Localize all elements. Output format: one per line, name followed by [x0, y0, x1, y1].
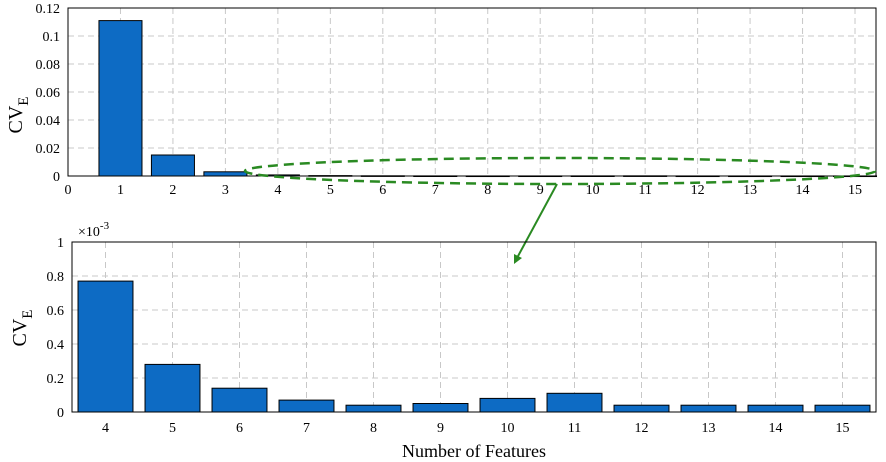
top-bar-1 [98, 20, 143, 177]
bottom-x-tick-label: 14 [769, 421, 783, 436]
bottom-x-tick-label: 5 [169, 421, 176, 436]
top-y-tick-label: 0.1 [43, 30, 61, 45]
bottom-y-tick-label: 0.6 [47, 304, 65, 319]
bottom-y-label-main: CV [9, 318, 31, 346]
top-x-tick-label: 14 [796, 183, 810, 198]
top-y-tick-label: 0.08 [36, 58, 61, 73]
bottom-x-tick-label: 9 [437, 421, 444, 436]
bottom-y-tick-label: 0.4 [47, 338, 65, 353]
top-x-tick-label: 8 [484, 183, 491, 198]
bottom-x-tick-label: 4 [102, 421, 109, 436]
bottom-x-tick-label: 6 [236, 421, 243, 436]
top-x-tick-label: 13 [743, 183, 757, 198]
bottom-bar-6 [211, 387, 268, 413]
top-y-tick-label: 0.06 [36, 86, 61, 101]
top-x-tick-label: 6 [379, 183, 386, 198]
bottom-bar-13 [680, 404, 737, 413]
bottom-bar-4 [77, 280, 134, 413]
top-grid [67, 7, 876, 177]
bottom-y-label-sub: E [20, 310, 36, 319]
bottom-x-tick-label: 12 [635, 421, 649, 436]
top-x-tick-label: 1 [117, 183, 124, 198]
bottom-plot-frame [71, 241, 877, 413]
bottom-bar-9 [412, 403, 469, 413]
top-y-tick-label: 0 [53, 170, 60, 185]
top-y-tick-label: 0.02 [36, 142, 61, 157]
top-y-label-main: CV [5, 105, 27, 133]
bottom-x-tick-label: 8 [370, 421, 377, 436]
bottom-bar-7 [278, 399, 335, 413]
top-tick-labels: 0 1 2 3 4 5 6 7 8 9 10 11 12 13 14 1500.020.040.060.080… [36, 2, 863, 198]
top-x-tick-label: 12 [691, 183, 705, 198]
bottom-x-tick-label: 11 [568, 421, 581, 436]
bottom-tick-labels: 4 5 6 7 8 9 10 11 12 13 14 15 0 0.2 0.4 0.6 0.8 1 [47, 236, 850, 436]
bottom-bar-15 [814, 404, 871, 413]
zoom-ellipse [243, 156, 877, 186]
bottom-bar-14 [747, 404, 804, 413]
top-x-tick-label: 2 [169, 183, 176, 198]
top-x-tick-label: 10 [586, 183, 600, 198]
top-y-tick-label: 0.04 [36, 114, 61, 129]
bottom-bar-11 [546, 392, 603, 413]
bottom-x-tick-label: 10 [501, 421, 515, 436]
bottom-bars [77, 280, 871, 413]
bottom-y-exponent: ×10-3 [78, 220, 110, 240]
bottom-bar-10 [479, 397, 536, 413]
exponent-base: ×10 [78, 225, 100, 240]
top-bar-2 [150, 154, 195, 177]
bottom-x-tick-label: 13 [702, 421, 716, 436]
top-y-tick-label: 0.12 [36, 2, 61, 17]
bottom-bar-5 [144, 363, 201, 413]
bottom-y-tick-label: 0.8 [47, 270, 65, 285]
zoom-annotation [243, 156, 877, 264]
bottom-y-tick-label: 0.2 [47, 372, 65, 387]
bottom-bar-8 [345, 404, 402, 413]
bottom-chart: 4 5 6 7 8 9 10 11 12 13 14 15 0 0.2 0.4 0.6 0.8 1 ×10-3 C… [9, 220, 877, 461]
top-y-axis-label: CVE [5, 97, 32, 134]
top-y-label-sub: E [16, 97, 32, 106]
top-x-tick-label: 7 [432, 183, 439, 198]
top-x-tick-label: 3 [222, 183, 229, 198]
bottom-y-axis-label: CVE [9, 310, 36, 347]
top-x-tick-label: 11 [638, 183, 651, 198]
zoom-arrow-head [514, 254, 522, 264]
top-x-tick-label: 15 [848, 183, 862, 198]
bottom-bar-12 [613, 404, 670, 413]
bottom-y-tick-label: 1 [57, 236, 64, 251]
bottom-x-tick-label: 7 [303, 421, 310, 436]
top-x-tick-label: 0 [65, 183, 72, 198]
top-plot-frame [67, 7, 877, 177]
top-x-tick-label: 9 [537, 183, 544, 198]
top-chart: 0 1 2 3 4 5 6 7 8 9 10 11 12 13 14 1500.020.040.060.080… [5, 2, 878, 198]
bottom-y-tick-label: 0 [57, 406, 64, 421]
top-x-tick-label: 4 [274, 183, 281, 198]
bottom-x-tick-label: 15 [836, 421, 850, 436]
bottom-x-axis-label: Number of Features [402, 441, 546, 461]
top-bar-3 [203, 171, 248, 177]
exponent-power: -3 [100, 220, 110, 232]
zoom-arrow-line [516, 183, 558, 259]
top-x-tick-label: 5 [327, 183, 334, 198]
